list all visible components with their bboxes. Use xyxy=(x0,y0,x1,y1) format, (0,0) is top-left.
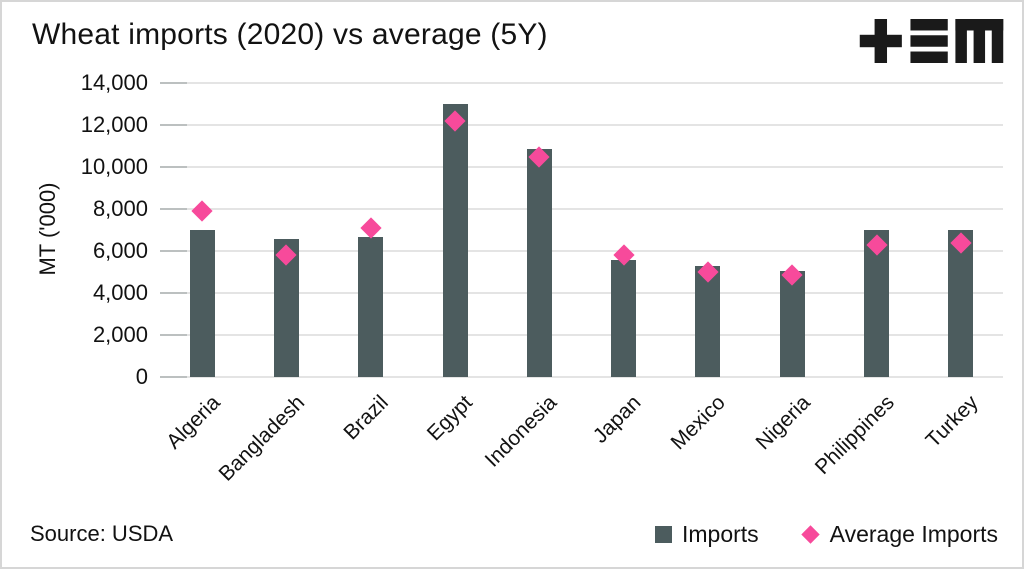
imports-square-icon xyxy=(654,526,672,543)
plot-area: Algeria Bangladesh Brazil Egypt Indonesia Jap… xyxy=(160,82,1003,486)
y-tick-14,000 xyxy=(160,82,187,84)
y-tick-10,000 xyxy=(160,166,187,168)
bar-egypt xyxy=(442,104,468,377)
gridline-6,000 xyxy=(160,250,1003,252)
bar-mexico xyxy=(695,265,721,377)
y-tick-label-6,000: 6,000 xyxy=(92,238,148,263)
y-tick-4,000 xyxy=(160,292,187,294)
bar-japan xyxy=(611,260,637,377)
y-tick-label-2,000: 2,000 xyxy=(92,322,148,347)
x-label-indonesia: Indonesia xyxy=(480,391,562,472)
tem-logo-icon xyxy=(859,19,1004,63)
y-tick-label-4,000: 4,000 xyxy=(92,280,148,305)
chart-title: Wheat imports (2020) vs average (5Y) xyxy=(32,18,548,51)
x-label-egypt: Egypt xyxy=(423,391,478,446)
marker-brazil xyxy=(360,217,382,239)
average-imports-diamond-icon xyxy=(800,525,820,544)
legend-item-imports: Imports xyxy=(654,521,759,548)
y-tick-label-8,000: 8,000 xyxy=(92,196,148,221)
x-label-nigeria: Nigeria xyxy=(751,391,815,455)
y-tick-6,000 xyxy=(160,250,187,252)
y-tick-8,000 xyxy=(160,208,187,210)
source-note: Source: USDA xyxy=(30,521,174,546)
bar-turkey xyxy=(948,230,974,377)
x-label-bangladesh: Bangladesh xyxy=(214,391,309,486)
marker-algeria xyxy=(191,200,213,222)
gridline-8,000 xyxy=(160,208,1003,210)
bar-indonesia xyxy=(526,149,552,377)
y-tick-label-12,000: 12,000 xyxy=(80,112,148,137)
bar-algeria xyxy=(189,230,215,377)
y-tick-0 xyxy=(160,376,187,378)
x-label-mexico: Mexico xyxy=(666,391,731,455)
legend-label-imports: Imports xyxy=(681,521,759,547)
legend-label-average-imports: Average Imports xyxy=(829,521,998,547)
legend: Imports Average Imports xyxy=(654,521,998,548)
x-label-philippines: Philippines xyxy=(810,391,899,480)
bar-nigeria xyxy=(779,270,805,377)
y-tick-label-0: 0 xyxy=(135,364,148,389)
x-label-algeria: Algeria xyxy=(161,391,225,454)
legend-item-average-imports: Average Imports xyxy=(800,521,998,548)
y-tick-label-14,000: 14,000 xyxy=(80,70,148,95)
gridline-4,000 xyxy=(160,292,1003,294)
bar-brazil xyxy=(358,237,384,377)
gridline-10,000 xyxy=(160,166,1003,168)
y-axis-tick-labels: 0 2,000 4,000 6,000 8,000 10,000 12,000 14,000 xyxy=(2,2,148,567)
y-tick-label-10,000: 10,000 xyxy=(80,154,148,179)
gridline-0 xyxy=(160,376,1003,378)
gridline-2,000 xyxy=(160,334,1003,336)
x-label-japan: Japan xyxy=(589,391,646,448)
y-tick-12,000 xyxy=(160,124,187,126)
x-label-brazil: Brazil xyxy=(339,391,394,445)
gridline-12,000 xyxy=(160,124,1003,126)
y-tick-2,000 xyxy=(160,334,187,336)
x-label-turkey: Turkey xyxy=(922,391,984,453)
gridline-14,000 xyxy=(160,82,1003,84)
